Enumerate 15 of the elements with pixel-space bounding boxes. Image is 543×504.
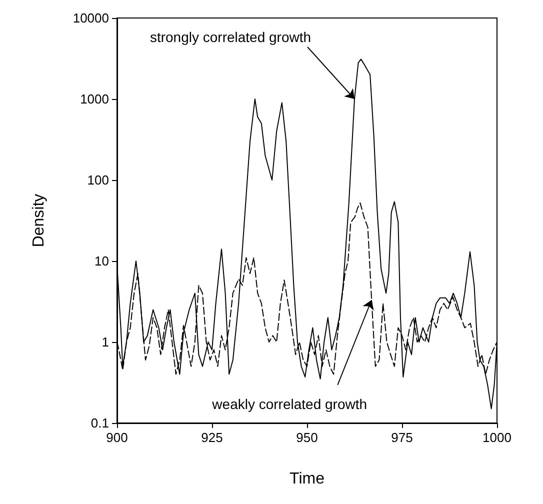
x-axis-title: Time <box>290 470 325 488</box>
y-tick-label: 0.1 <box>90 416 109 430</box>
y-tick-label: 10000 <box>72 10 109 26</box>
x-tick-label: 1000 <box>482 430 512 445</box>
x-tick-label: 950 <box>296 430 318 445</box>
y-tick-label: 1000 <box>80 92 109 106</box>
y-tick-label: 10 <box>94 254 109 268</box>
y-tick-label: 1 <box>102 334 109 350</box>
x-tick-label: 925 <box>201 430 223 445</box>
annotation: weakly correlated growth <box>211 396 368 412</box>
y-axis-title: Density <box>30 194 48 248</box>
y-tick-label: 100 <box>87 172 109 188</box>
annotation: strongly correlated growth <box>150 29 312 45</box>
x-tick-label: 975 <box>391 430 413 445</box>
x-tick-label: 900 <box>106 430 128 445</box>
